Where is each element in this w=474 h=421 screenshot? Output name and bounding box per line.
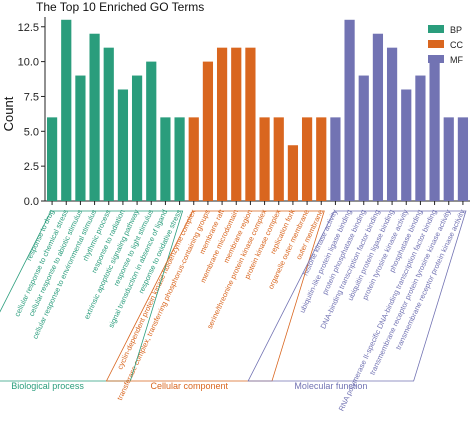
legend-entry: MF bbox=[450, 55, 463, 65]
y-tick-label: 7.5 bbox=[24, 91, 39, 103]
group-label: Biological process bbox=[11, 381, 84, 391]
bar bbox=[75, 75, 86, 201]
bar bbox=[259, 117, 270, 201]
bar bbox=[386, 47, 398, 201]
legend-swatch bbox=[428, 55, 444, 63]
bar bbox=[160, 117, 171, 201]
bar bbox=[330, 117, 341, 201]
y-tick-label: 10.0 bbox=[18, 57, 39, 69]
bar bbox=[146, 61, 157, 201]
bar bbox=[415, 75, 426, 201]
y-tick-label: 5.0 bbox=[24, 126, 39, 138]
bar bbox=[188, 117, 199, 201]
y-tick-label: 2.5 bbox=[24, 161, 39, 173]
bar bbox=[429, 61, 440, 201]
y-tick-label: 12.5 bbox=[18, 22, 39, 34]
bar bbox=[174, 117, 185, 201]
bar bbox=[316, 117, 327, 201]
bar bbox=[231, 47, 242, 201]
legend: BP CC MF bbox=[428, 25, 463, 65]
group-bracket bbox=[247, 210, 467, 382]
bar bbox=[344, 19, 355, 202]
bar bbox=[117, 89, 129, 201]
legend-swatch bbox=[428, 40, 444, 48]
bar bbox=[287, 145, 299, 201]
bar bbox=[457, 117, 469, 201]
bar bbox=[273, 117, 284, 201]
bar bbox=[443, 117, 454, 201]
legend-swatch bbox=[428, 25, 444, 33]
bar bbox=[103, 47, 114, 201]
y-tick-label: 0.0 bbox=[24, 196, 39, 208]
bar bbox=[216, 47, 228, 201]
bar bbox=[372, 33, 384, 202]
group-label: Cellular component bbox=[150, 381, 228, 391]
bar bbox=[61, 19, 72, 202]
legend-entry: BP bbox=[450, 25, 462, 35]
bar bbox=[401, 89, 412, 201]
y-axis-label: Count bbox=[1, 96, 16, 131]
group-label: Molecular function bbox=[294, 381, 367, 391]
bar bbox=[89, 33, 100, 202]
chart-title: The Top 10 Enriched GO Terms bbox=[36, 0, 204, 14]
bar bbox=[202, 61, 214, 201]
bar bbox=[131, 75, 143, 201]
bar bbox=[245, 47, 256, 201]
bar bbox=[301, 117, 313, 201]
legend-entry: CC bbox=[450, 40, 463, 50]
bar bbox=[358, 75, 369, 201]
bar bbox=[46, 117, 58, 201]
